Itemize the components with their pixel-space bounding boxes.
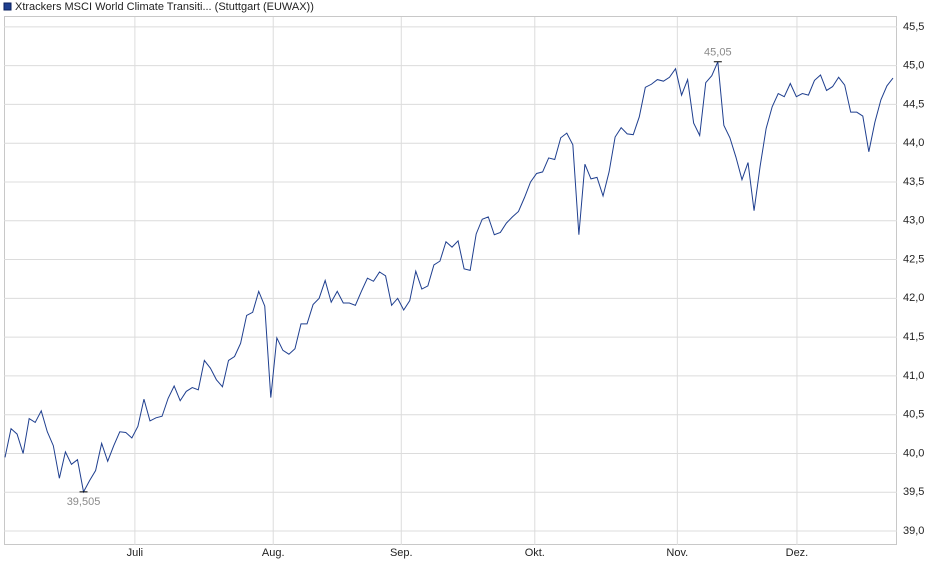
y-tick-label: 41,5: [903, 331, 924, 343]
y-tick-label: 42,0: [903, 292, 924, 304]
y-tick-label: 42,5: [903, 253, 924, 265]
x-tick-label: Dez.: [786, 547, 809, 559]
plot-frame: [4, 16, 897, 545]
y-tick-label: 43,5: [903, 176, 924, 188]
chart-title: Xtrackers MSCI World Climate Transiti...…: [15, 1, 314, 13]
annotation: 39,505: [67, 496, 101, 508]
price-line: [4, 61, 894, 494]
y-tick-label: 39,5: [903, 486, 924, 498]
y-tick-label: 44,0: [903, 137, 924, 149]
x-tick-label: Okt.: [525, 547, 545, 559]
annotation: 45,05: [704, 47, 732, 59]
y-tick-label: 40,5: [903, 409, 924, 421]
x-tick-label: Juli: [127, 547, 144, 559]
y-tick-label: 41,0: [903, 370, 924, 382]
y-tick-label: 40,0: [903, 447, 924, 459]
y-tick-label: 44,5: [903, 98, 924, 110]
x-tick-label: Nov.: [666, 547, 688, 559]
y-tick-label: 43,0: [903, 215, 924, 227]
y-tick-label: 45,5: [903, 21, 924, 33]
legend-swatch: [3, 2, 12, 11]
x-tick-label: Aug.: [262, 547, 285, 559]
y-tick-label: 45,0: [903, 60, 924, 72]
x-tick-label: Sep.: [390, 547, 413, 559]
y-tick-label: 39,0: [903, 525, 924, 537]
